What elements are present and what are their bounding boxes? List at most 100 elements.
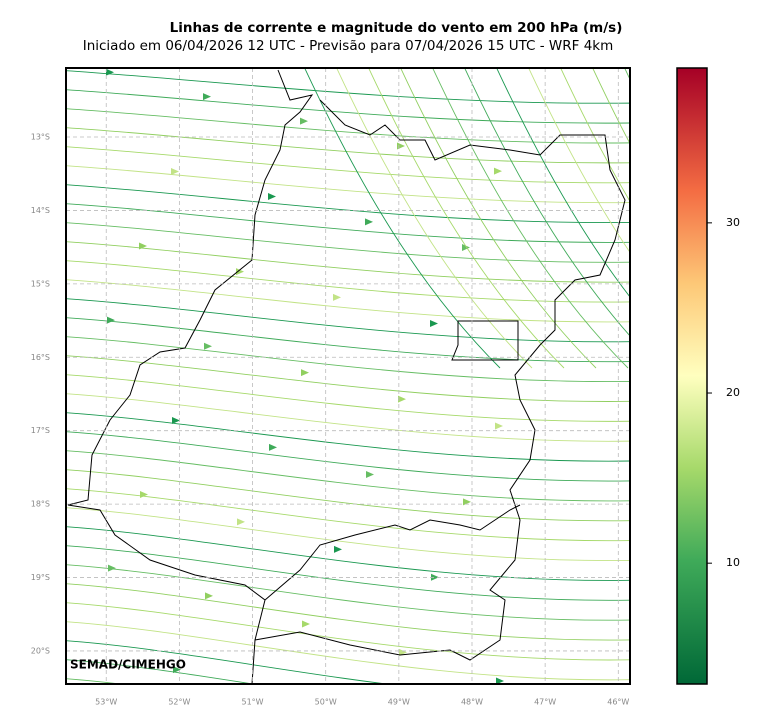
streamline-arrow: [140, 490, 148, 498]
streamline: [66, 184, 630, 223]
colorbar-label: 20: [726, 386, 740, 399]
streamline: [66, 146, 630, 184]
streamline: [66, 298, 630, 343]
streamline-arrow: [367, 724, 375, 728]
streamline: [528, 68, 630, 254]
streamline-arrow: [236, 268, 244, 276]
streamline: [432, 68, 629, 369]
streamline-arrow: [431, 573, 439, 581]
streamline: [66, 203, 630, 243]
streamline: [66, 431, 630, 482]
streamline: [66, 165, 630, 204]
colorbar-label: 30: [726, 216, 740, 229]
streamline: [66, 602, 630, 661]
streamline: [66, 108, 630, 144]
streamline: [66, 583, 630, 641]
streamline: [66, 450, 630, 502]
streamline: [66, 279, 630, 323]
streamline-arrow: [430, 320, 438, 328]
streamline-arrow: [334, 545, 342, 553]
lon-label: 52°W: [168, 698, 190, 707]
streamline: [66, 89, 630, 124]
streamline: [496, 68, 630, 298]
colorbar: [676, 67, 708, 685]
streamline: [66, 507, 630, 562]
streamline: [66, 336, 630, 383]
subtitle: Iniciado em 06/04/2026 12 UTC - Previsão…: [83, 38, 614, 54]
lat-label: 16°S: [31, 353, 50, 362]
streamline-arrow: [397, 142, 405, 150]
streamline-arrow: [398, 395, 406, 403]
lon-label: 53°W: [95, 698, 117, 707]
streamline-arrow: [366, 470, 374, 478]
streamline-arrow: [300, 117, 308, 125]
lat-label: 14°S: [31, 206, 50, 215]
streamline-arrow: [496, 677, 504, 684]
streamline-arrow: [173, 666, 181, 674]
streamline: [652, 58, 764, 368]
streamline-arrow: [204, 342, 212, 350]
streamline: [66, 488, 630, 542]
streamline: [66, 317, 630, 363]
streamline: [66, 659, 256, 684]
streamline: [66, 469, 630, 522]
lat-label: 13°S: [31, 133, 50, 142]
streamline-arrow: [237, 518, 245, 526]
state-border: [264, 504, 521, 601]
lon-label: 49°W: [388, 698, 410, 707]
streamline: [66, 526, 630, 581]
credit: SEMAD/CIMEHGO: [70, 658, 186, 672]
streamline: [66, 241, 630, 283]
lon-label: 47°W: [534, 698, 556, 707]
streamline-arrow: [270, 695, 278, 702]
streamline-arrow: [268, 193, 276, 201]
district-border: [451, 320, 519, 361]
streamline: [66, 374, 630, 422]
streamline-arrow: [333, 293, 341, 301]
lon-label: 46°W: [607, 698, 629, 707]
streamline: [66, 260, 630, 303]
streamline: [368, 68, 565, 369]
lon-label: 51°W: [241, 698, 263, 707]
lon-label: 50°W: [315, 698, 337, 707]
streamline: [336, 68, 533, 369]
streamline: [66, 545, 630, 601]
streamline-arrow: [205, 592, 213, 600]
streamline-arrow: [399, 648, 407, 656]
map-area: [66, 58, 764, 728]
streamline-arrow: [463, 498, 471, 506]
streamline-arrow: [139, 242, 147, 250]
state-border: [67, 69, 626, 684]
streamline-arrow: [365, 218, 373, 226]
streamline: [560, 68, 630, 203]
streamline: [400, 68, 597, 369]
streamline-arrow: [495, 422, 503, 430]
lon-label: 48°W: [461, 698, 483, 707]
streamline-arrow: [172, 417, 180, 425]
streamline: [66, 127, 630, 164]
streamline: [66, 564, 630, 621]
colorbar-label: 10: [726, 556, 740, 569]
streamline: [66, 621, 630, 681]
streamline: [66, 222, 630, 263]
streamline-arrow: [462, 243, 470, 251]
title: Linhas de corrente e magnitude do vento …: [170, 20, 623, 36]
lat-label: 18°S: [31, 500, 50, 509]
streamlines: [66, 58, 764, 728]
streamline: [66, 355, 630, 402]
streamline-arrow: [494, 167, 502, 175]
streamline: [66, 412, 630, 462]
map-frame: [65, 67, 631, 685]
streamline-arrow: [302, 620, 310, 628]
streamline: [304, 68, 501, 369]
streamline-arrow: [269, 443, 277, 451]
streamline-arrow: [203, 93, 211, 101]
streamline: [66, 640, 390, 684]
lat-label: 17°S: [31, 426, 50, 435]
lat-label: 15°S: [31, 279, 50, 288]
streamline-arrow: [107, 316, 115, 324]
streamline-arrow: [301, 369, 309, 377]
streamline-arrow: [106, 68, 114, 76]
streamline-arrow: [108, 564, 116, 572]
